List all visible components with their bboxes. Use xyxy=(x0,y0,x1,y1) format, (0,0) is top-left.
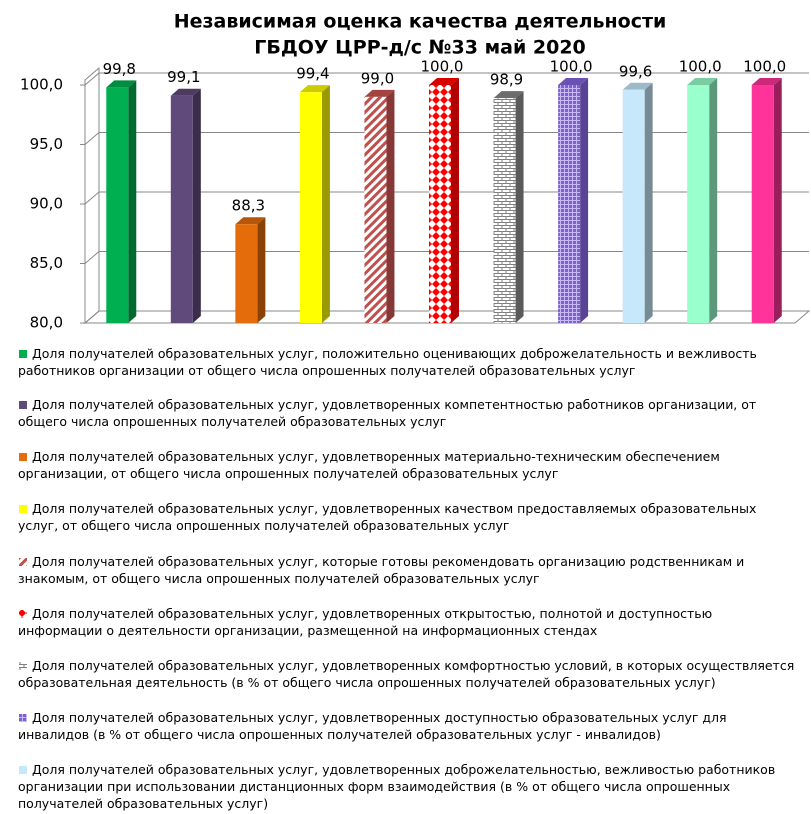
legend-swatch xyxy=(19,401,27,409)
legend-swatch xyxy=(19,610,27,618)
value-label: 99,0 xyxy=(361,69,394,87)
legend-marker xyxy=(19,453,27,461)
bar-side xyxy=(386,89,395,324)
y-tick-label: 90,0 xyxy=(30,195,63,213)
legend-swatch xyxy=(19,453,27,461)
bar-top xyxy=(235,217,266,225)
value-label: 100,0 xyxy=(550,58,593,76)
bar-side xyxy=(257,217,266,323)
bar-top xyxy=(170,88,201,96)
bar-top xyxy=(299,85,330,93)
bar-side xyxy=(451,78,459,323)
bar-top xyxy=(106,80,137,88)
legend-entry: Доля получателей образовательных услуг, … xyxy=(18,500,798,534)
legend-swatch xyxy=(19,505,27,513)
grid-line xyxy=(84,72,809,86)
bar xyxy=(170,95,193,324)
value-label: 88,3 xyxy=(232,197,265,215)
legend-label: Доля получателей образовательных услуг, … xyxy=(18,658,795,690)
legend-label: Доля получателей образовательных услуг, … xyxy=(18,710,727,742)
bar xyxy=(235,224,258,323)
legend-label: Доля получателей образовательных услуг, … xyxy=(18,501,757,533)
y-tick-label: 95,0 xyxy=(30,135,63,153)
bar-side xyxy=(321,85,330,323)
legend-label: Доля получателей образовательных услуг, … xyxy=(18,554,745,586)
legend-swatch xyxy=(19,766,27,774)
bar-side xyxy=(192,88,201,324)
bar-top xyxy=(622,82,653,90)
legend-entry: Доля получателей образовательных услуг, … xyxy=(18,761,798,812)
chart: Независимая оценка качества деятельности… xyxy=(20,11,811,332)
legend-marker xyxy=(19,610,27,618)
value-label: 98,9 xyxy=(490,71,523,89)
legend-entry: Доля получателей образовательных услуг, … xyxy=(18,448,798,482)
value-label: 100,0 xyxy=(679,58,722,76)
legend-marker xyxy=(19,505,27,513)
bar-top xyxy=(493,91,524,99)
value-label: 100,0 xyxy=(421,58,464,76)
bar xyxy=(493,98,516,323)
value-label: 100,0 xyxy=(743,58,786,76)
legend-entry: Доля получателей образовательных услуг, … xyxy=(18,553,798,587)
bar xyxy=(106,87,129,323)
bar-side xyxy=(580,78,589,323)
legend-marker xyxy=(19,766,27,774)
legend-label: Доля получателей образовательных услуг, … xyxy=(18,397,757,429)
bar-side xyxy=(515,91,524,323)
bar xyxy=(299,92,322,323)
chart-subtitle: ГБДОУ ЦРР-д/с №33 май 2020 xyxy=(254,37,586,59)
legend-marker xyxy=(19,558,27,566)
bar xyxy=(687,85,710,323)
legend-label: Доля получателей образовательных услуг, … xyxy=(18,606,713,638)
legend-label: Доля получателей образовательных услуг, … xyxy=(18,449,720,481)
legend-label: Доля получателей образовательных услуг, … xyxy=(18,762,776,811)
chart-title: Независимая оценка качества деятельности xyxy=(174,11,667,33)
bar-side xyxy=(128,80,137,323)
legend-swatch xyxy=(19,714,27,722)
bar xyxy=(558,85,581,323)
legend-entry: Доля получателей образовательных услуг, … xyxy=(18,709,798,743)
bar-side xyxy=(709,78,718,323)
bar-top xyxy=(429,78,459,85)
value-label: 99,4 xyxy=(296,65,329,83)
legend-entry: Доля получателей образовательных услуг, … xyxy=(18,657,798,691)
y-tick-label: 85,0 xyxy=(30,254,63,272)
value-label: 99,8 xyxy=(103,60,136,78)
y-tick-label: 80,0 xyxy=(30,314,63,332)
bar-side xyxy=(773,78,782,323)
legend-entry: Доля получателей образовательных услуг, … xyxy=(18,345,798,379)
legend-entry: Доля получателей образовательных услуг, … xyxy=(18,396,798,430)
legend-swatch xyxy=(19,558,27,566)
bar xyxy=(622,89,645,323)
bar-top xyxy=(751,78,782,85)
bar xyxy=(364,96,387,324)
bar-top xyxy=(558,78,589,85)
legend-label: Доля получателей образовательных услуг, … xyxy=(18,346,757,378)
y-tick-label: 100,0 xyxy=(20,76,63,94)
bar xyxy=(751,85,774,323)
side-wall xyxy=(84,66,100,325)
legend-marker xyxy=(19,401,27,409)
bar-top xyxy=(364,89,395,97)
legend-swatch xyxy=(19,662,27,670)
legend-marker xyxy=(19,714,27,722)
legend-swatch xyxy=(19,350,27,358)
value-label: 99,1 xyxy=(167,68,200,86)
value-label: 99,6 xyxy=(619,62,652,80)
legend-entry: Доля получателей образовательных услуг, … xyxy=(18,605,798,639)
bar xyxy=(429,85,451,323)
bar-side xyxy=(644,82,653,323)
legend-marker xyxy=(19,350,27,358)
legend-marker xyxy=(19,662,27,670)
bar-top xyxy=(687,78,718,85)
